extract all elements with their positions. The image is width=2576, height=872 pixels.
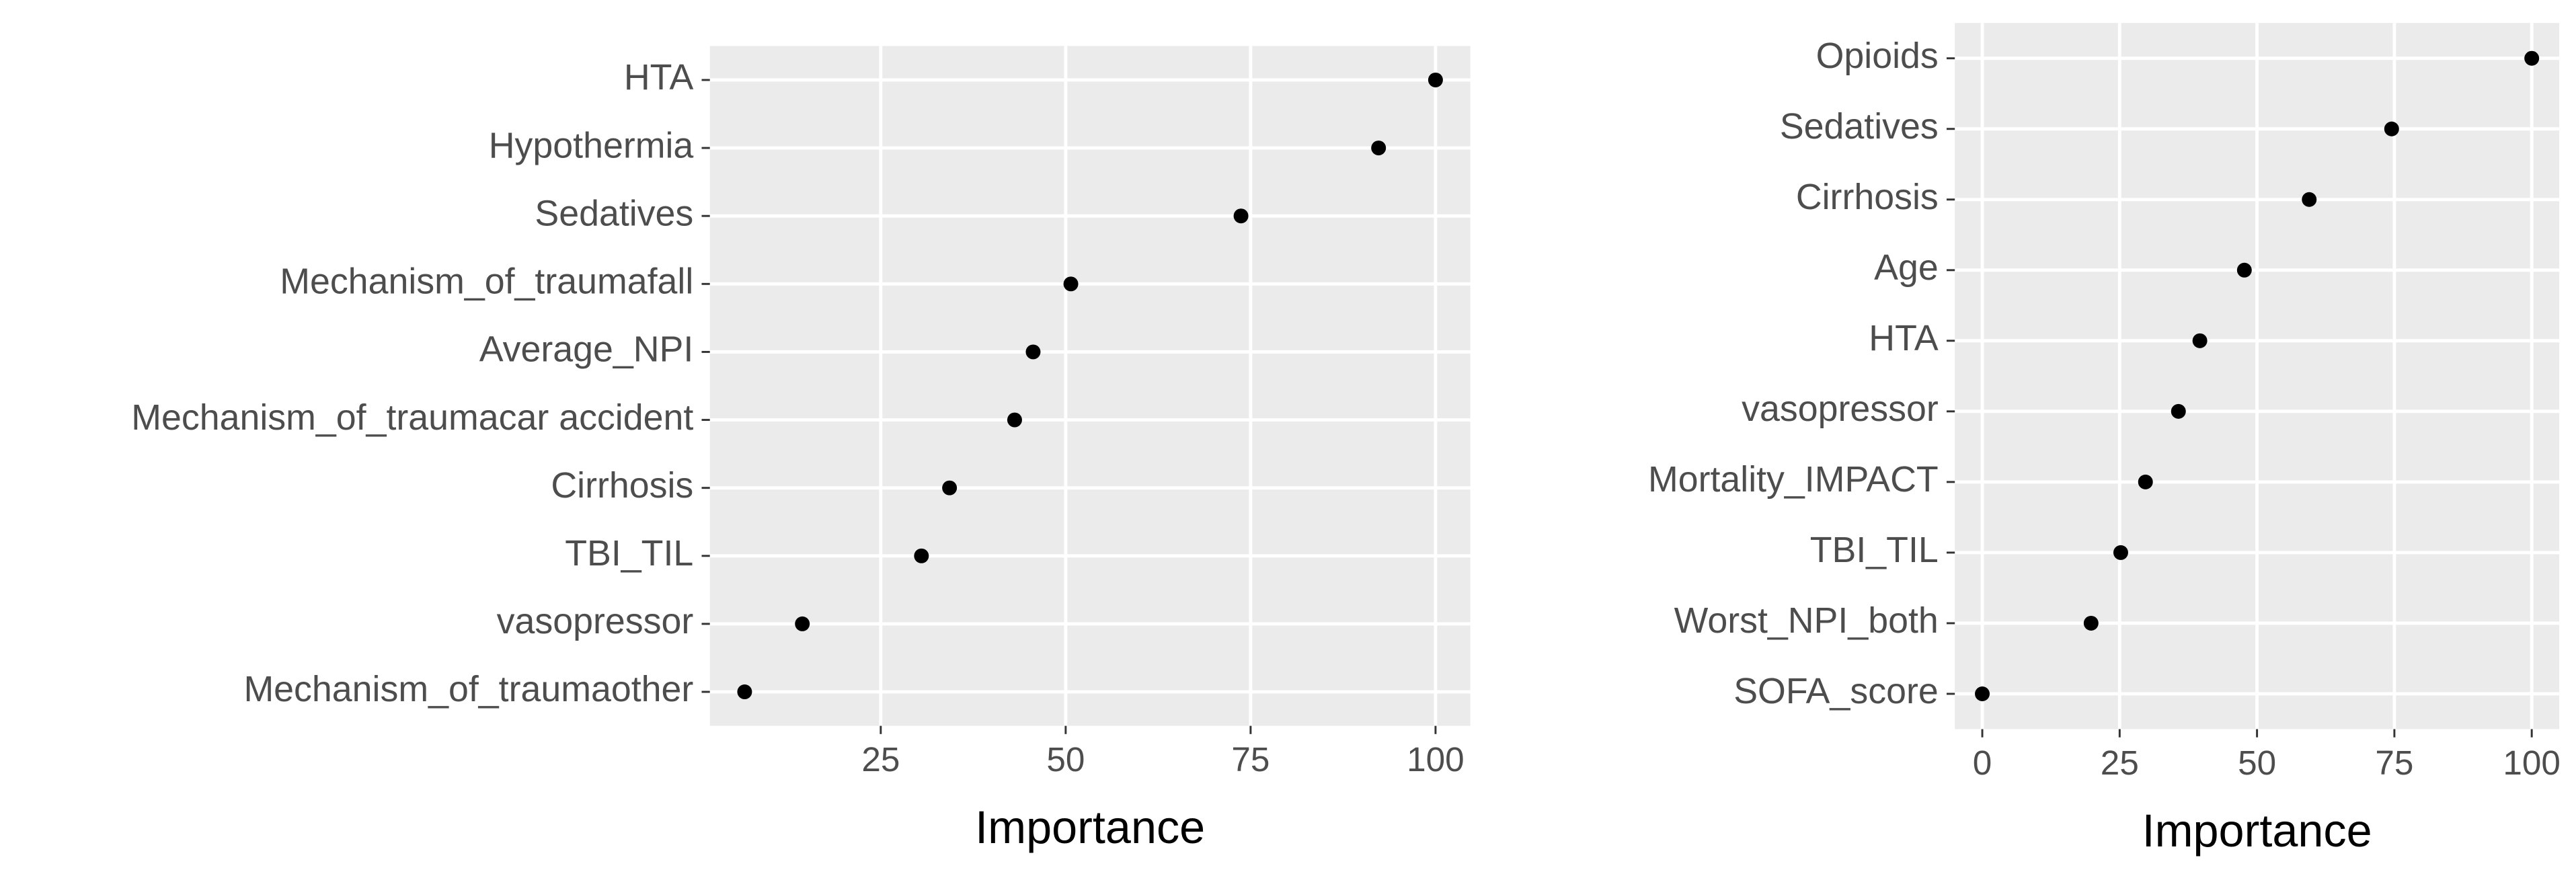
dot (795, 616, 810, 631)
dot (737, 684, 752, 700)
y-tick-label: Hypothermia (489, 125, 694, 165)
dot (2171, 403, 2186, 419)
x-tick-label: 100 (2503, 744, 2561, 782)
dot (1428, 72, 1443, 87)
dot (1063, 276, 1079, 292)
x-tick-label: 75 (2375, 744, 2413, 782)
y-tick-label: vasopressor (1742, 389, 1939, 429)
panel (709, 46, 1471, 726)
y-tick-label: Cirrhosis (551, 465, 693, 506)
y-tick-label: vasopressor (497, 601, 694, 641)
dot (2192, 333, 2208, 348)
dot (2138, 474, 2153, 489)
dot (2083, 615, 2099, 631)
dot (1007, 412, 1022, 428)
y-tick-label: TBI_TIL (565, 533, 693, 573)
x-tick-label: 50 (2238, 744, 2276, 782)
x-axis-title: Importance (975, 802, 1205, 853)
x-tick-label: 75 (1231, 740, 1270, 779)
y-tick-label: Cirrhosis (1796, 177, 1939, 217)
y-tick-label: TBI_TIL (1810, 530, 1939, 570)
x-tick-label: 50 (1046, 740, 1085, 779)
dot (2302, 192, 2317, 207)
dot (2236, 262, 2252, 278)
y-tick-label: Opioids (1816, 36, 1939, 76)
dot (2384, 121, 2399, 136)
y-tick-label: Sedatives (1780, 106, 1939, 147)
y-tick-label: Mechanism_of_traumaother (243, 669, 693, 709)
y-tick-label: HTA (1869, 318, 1939, 358)
x-axis-title: Importance (2142, 805, 2372, 857)
y-tick-label: Mortality_IMPACT (1648, 459, 1939, 500)
dot (1975, 686, 1990, 701)
dot (942, 480, 958, 496)
dot (914, 548, 929, 563)
y-tick-label: SOFA_score (1733, 671, 1939, 711)
x-tick-label: 25 (2101, 744, 2139, 782)
dot (1371, 141, 1387, 156)
dot (1025, 344, 1041, 360)
dot (2113, 545, 2128, 560)
y-tick-label: Age (1874, 247, 1939, 288)
x-tick-label: 0 (1973, 744, 1992, 782)
x-tick-label: 100 (1407, 740, 1465, 779)
y-tick-label: Mechanism_of_traumacar accident (131, 397, 693, 438)
y-tick-label: Mechanism_of_traumafall (280, 262, 693, 302)
dot (1233, 208, 1249, 224)
y-tick-label: Worst_NPI_both (1674, 600, 1939, 641)
x-tick-label: 25 (861, 740, 900, 779)
y-tick-label: HTA (624, 57, 694, 97)
y-tick-label: Sedatives (535, 193, 693, 233)
y-tick-label: Average_NPI (479, 329, 694, 370)
dot (2524, 50, 2540, 66)
